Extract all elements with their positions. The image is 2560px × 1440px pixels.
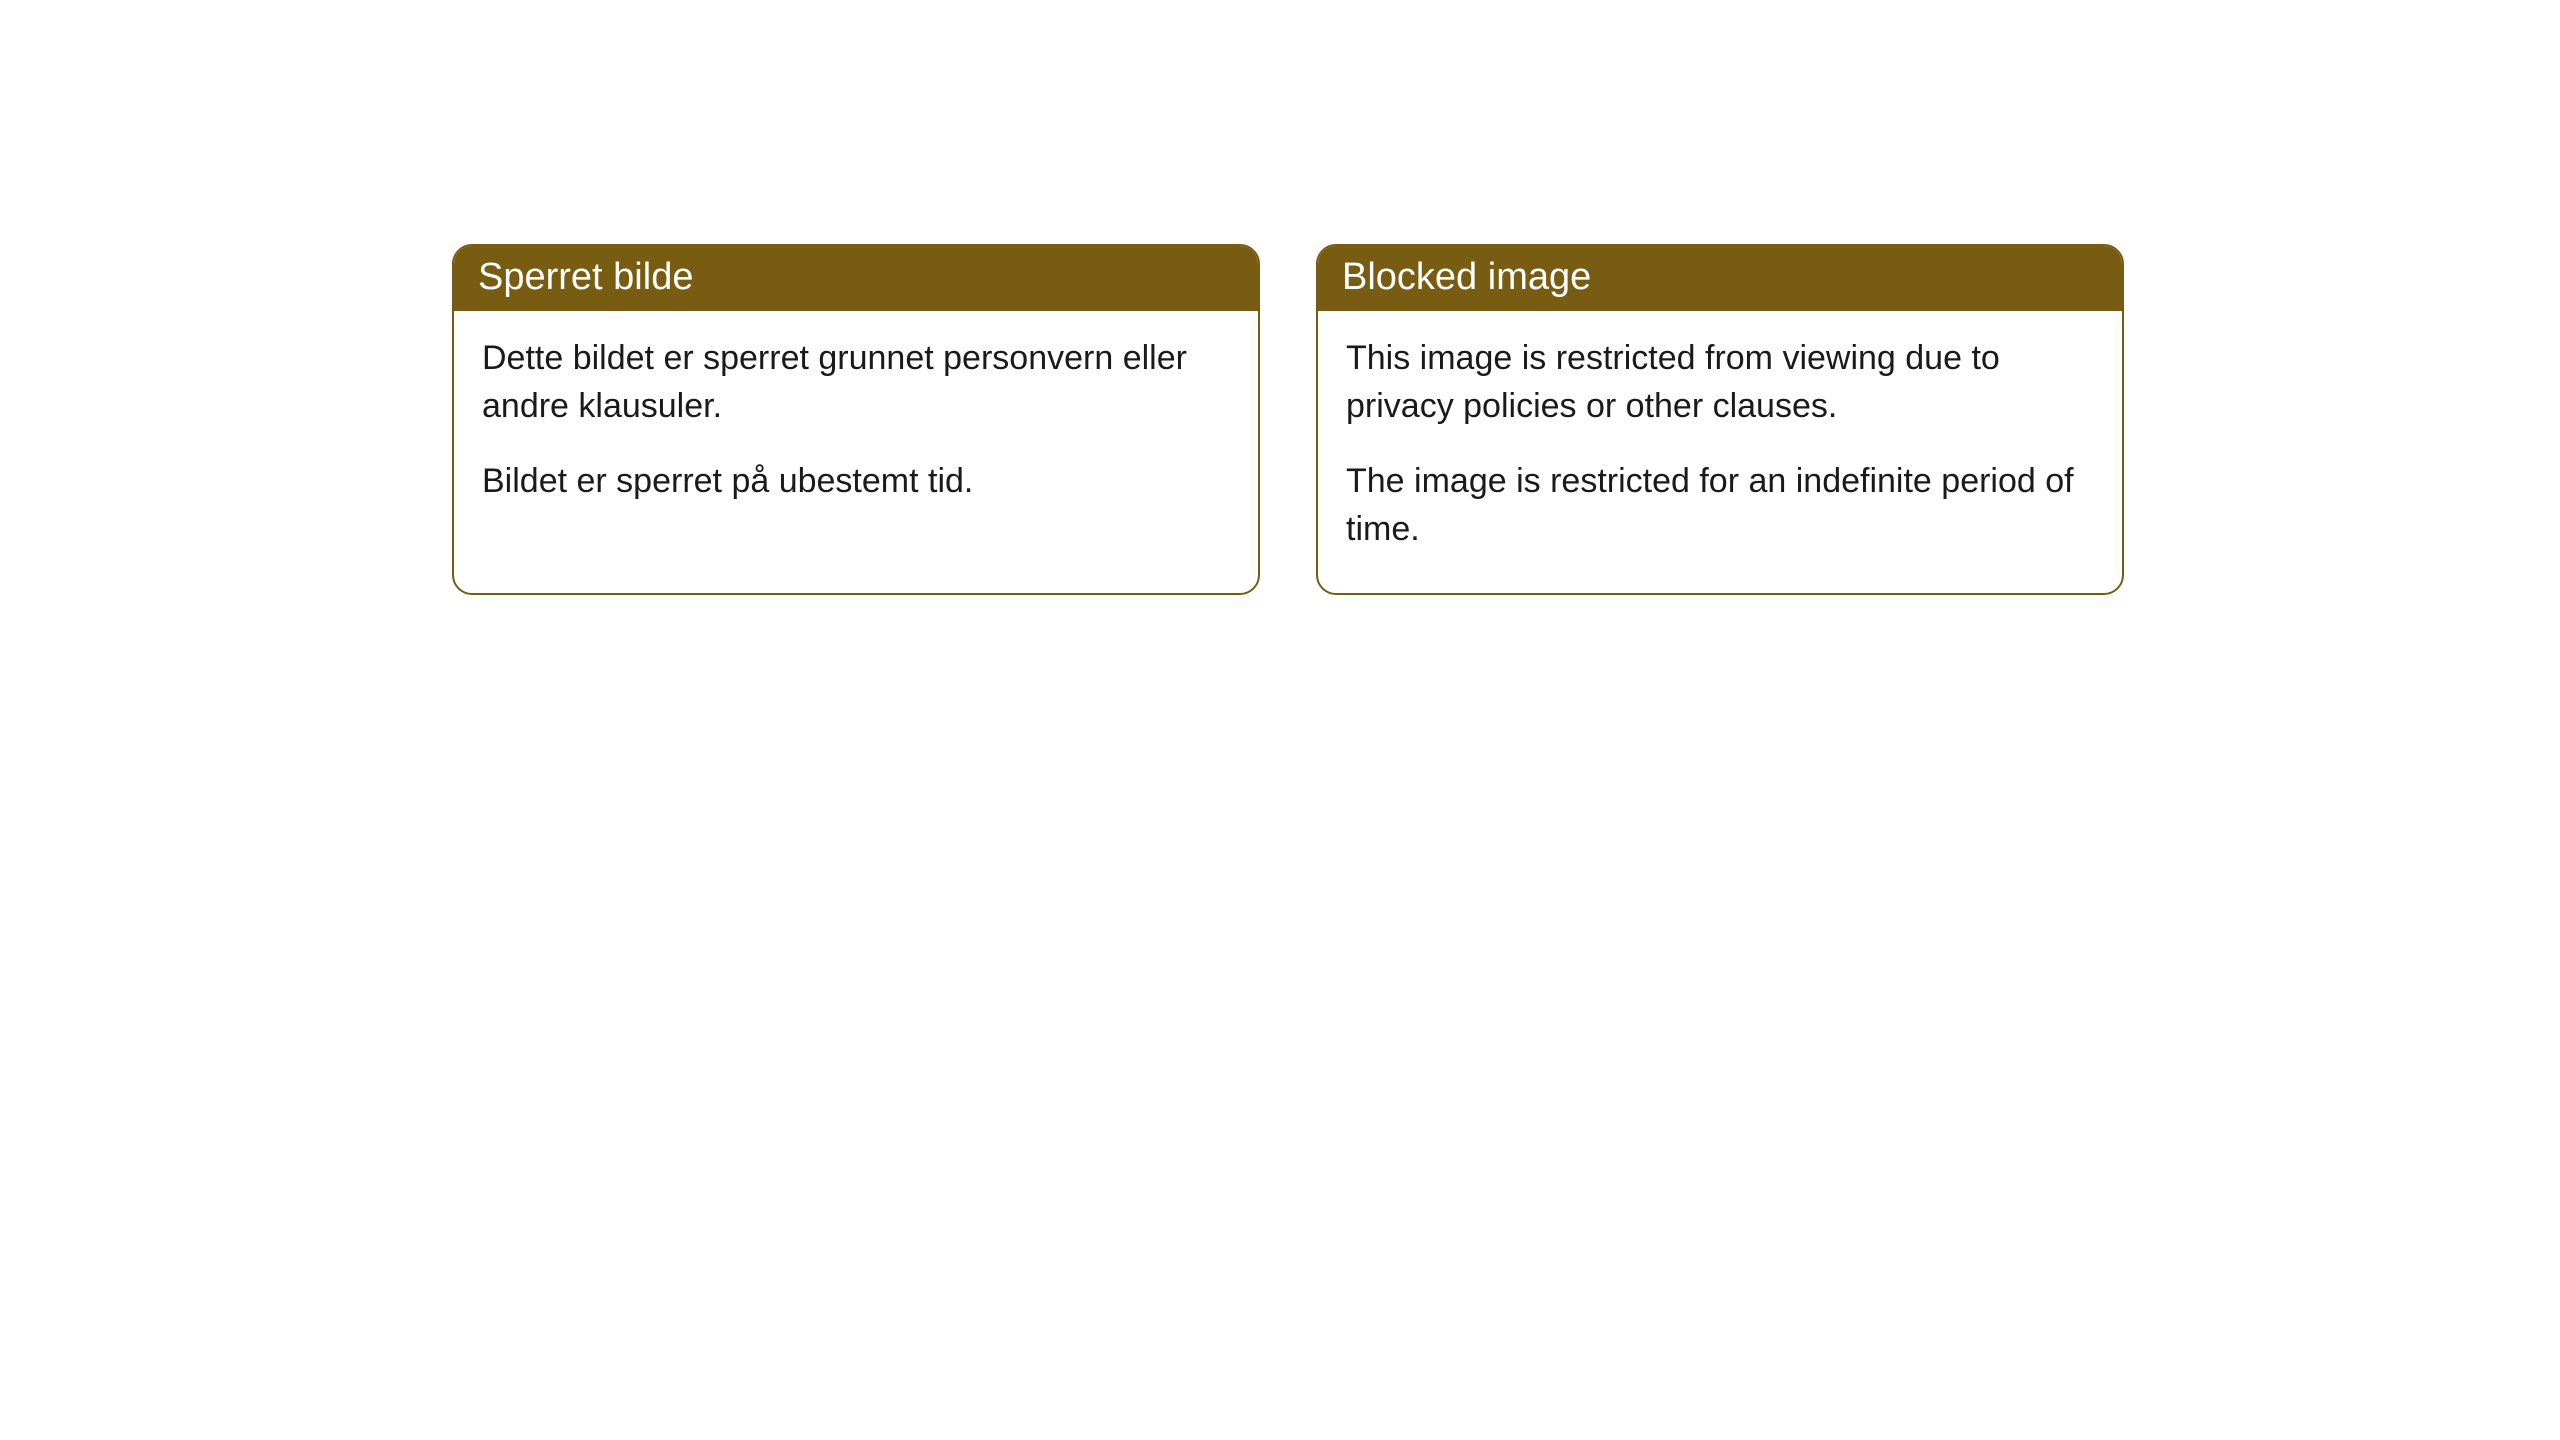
card-header-english: Blocked image — [1318, 246, 2122, 311]
card-title: Sperret bilde — [478, 256, 693, 298]
notice-cards-container: Sperret bilde Dette bildet er sperret gr… — [0, 0, 2560, 595]
blocked-image-card-english: Blocked image This image is restricted f… — [1316, 244, 2124, 595]
card-header-norwegian: Sperret bilde — [454, 246, 1258, 311]
card-paragraph-1: Dette bildet er sperret grunnet personve… — [482, 335, 1230, 430]
card-paragraph-2: Bildet er sperret på ubestemt tid. — [482, 458, 1230, 506]
card-paragraph-2: The image is restricted for an indefinit… — [1346, 458, 2094, 553]
card-title: Blocked image — [1342, 256, 1591, 298]
blocked-image-card-norwegian: Sperret bilde Dette bildet er sperret gr… — [452, 244, 1260, 595]
card-paragraph-1: This image is restricted from viewing du… — [1346, 335, 2094, 430]
card-body-norwegian: Dette bildet er sperret grunnet personve… — [454, 311, 1258, 546]
card-body-english: This image is restricted from viewing du… — [1318, 311, 2122, 593]
